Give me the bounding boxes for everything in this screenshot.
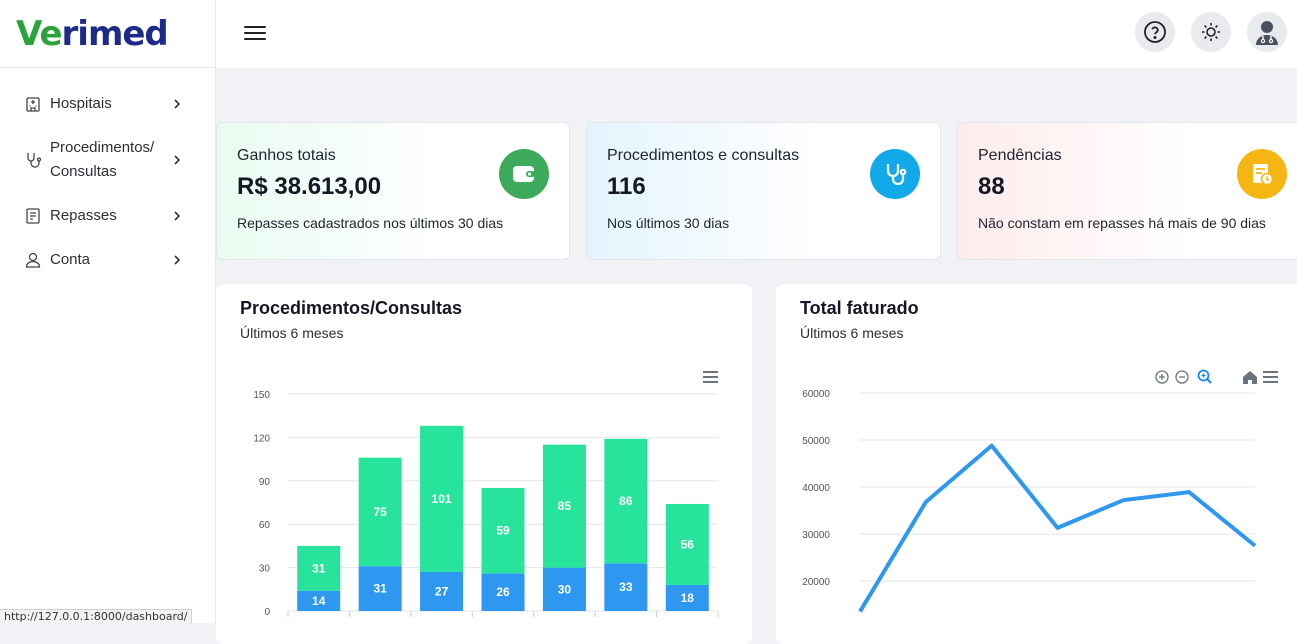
y-tick-label: 20000 (802, 577, 830, 588)
chevron-right-icon (171, 98, 183, 110)
brand-prefix: Ve (16, 14, 62, 54)
card-total-earnings: Ganhos totais R$ 38.613,00 Repasses cada… (216, 122, 570, 260)
panel-title: Procedimentos/Consultas (240, 298, 728, 319)
series-line (860, 446, 1255, 612)
y-tick-label: 60 (259, 520, 271, 531)
sidebar-item-repasses[interactable]: Repasses (0, 202, 215, 230)
bar-data-label: 31 (312, 561, 326, 575)
sidebar: Verimed Hospitais Procedimentos/ Consult… (0, 0, 216, 623)
bar-data-label: 27 (435, 584, 449, 598)
y-tick-label: 40000 (802, 483, 830, 494)
zoom-out-icon[interactable] (1176, 371, 1188, 383)
user-avatar-button[interactable] (1247, 12, 1287, 52)
receipt-icon (24, 207, 42, 225)
chevron-right-icon (171, 154, 183, 166)
chevron-right-icon (171, 254, 183, 266)
hamburger-menu-icon[interactable] (244, 22, 266, 42)
pending-receipt-icon (1237, 149, 1287, 199)
card-procedures: Procedimentos e consultas 116 Nos último… (586, 122, 941, 260)
wallet-icon (499, 149, 549, 199)
brand-logo[interactable]: Verimed (0, 0, 215, 68)
user-icon (24, 251, 42, 269)
y-tick-label: 60000 (802, 389, 830, 400)
theme-toggle-icon (1200, 21, 1222, 43)
sidebar-item-label: Conta (50, 248, 171, 272)
doctor-avatar-icon (1252, 17, 1282, 47)
y-tick-label: 30 (259, 564, 271, 575)
bar-data-label: 14 (312, 594, 326, 608)
revenue-line-chart: 20000 30000 40000 50000 60000 (776, 360, 1297, 623)
panel-title: Total faturado (800, 298, 1292, 319)
zoom-select-icon[interactable] (1199, 371, 1212, 384)
line-chart-menu-icon[interactable] (1263, 371, 1278, 383)
procedures-bar-chart: 0 30 60 90 120 150 14 31 31 75 27 101 26 59 30 85 33 86 18… (216, 360, 752, 623)
sidebar-item-procedimentos[interactable]: Procedimentos/ Consultas (0, 134, 215, 186)
hospital-icon (24, 95, 42, 113)
sidebar-item-label: Hospitais (50, 92, 171, 116)
card-description: Repasses cadastrados nos últimos 30 dias (237, 215, 549, 231)
stethoscope-icon (870, 149, 920, 199)
panel-subtitle: Últimos 6 meses (800, 325, 1292, 341)
zoom-in-icon[interactable] (1156, 371, 1168, 383)
help-icon (1143, 20, 1167, 44)
bar-data-label: 86 (619, 494, 633, 508)
stethoscope-icon (24, 151, 42, 169)
card-description: Não constam em repasses há mais de 90 di… (978, 215, 1297, 231)
status-bar-url: http://127.0.0.1:8000/dashboard/ (0, 609, 192, 623)
bar-data-label: 85 (558, 499, 572, 513)
card-description: Nos últimos 30 dias (607, 215, 920, 231)
topbar (216, 0, 1297, 68)
bar-data-label: 33 (619, 580, 633, 594)
bar-data-label: 30 (558, 582, 572, 596)
y-tick-label: 30000 (802, 530, 830, 541)
bar-data-label: 26 (496, 585, 510, 599)
y-tick-label: 150 (253, 390, 270, 401)
bar-data-label: 31 (373, 582, 387, 596)
bar-data-label: 56 (681, 537, 695, 551)
y-tick-label: 120 (253, 433, 270, 444)
bar-data-label: 75 (373, 505, 387, 519)
reset-zoom-home-icon[interactable] (1243, 371, 1257, 384)
sidebar-nav: Hospitais Procedimentos/ Consultas Repas… (0, 68, 215, 274)
bar-data-label: 101 (432, 492, 452, 506)
chevron-right-icon (171, 210, 183, 222)
panel-subtitle: Últimos 6 meses (240, 325, 728, 341)
sidebar-item-label: Repasses (50, 204, 171, 228)
bar-data-label: 18 (681, 591, 695, 605)
sidebar-item-label: Procedimentos/ Consultas (50, 136, 171, 184)
y-tick-label: 90 (259, 477, 271, 488)
y-tick-label: 0 (264, 607, 270, 618)
y-tick-label: 50000 (802, 436, 830, 447)
sidebar-item-conta[interactable]: Conta (0, 246, 215, 274)
theme-toggle-button[interactable] (1191, 12, 1231, 52)
bar-data-label: 59 (496, 524, 510, 538)
bar-chart-menu-icon[interactable] (703, 371, 718, 383)
brand-rest: rimed (62, 14, 168, 54)
sidebar-item-hospitais[interactable]: Hospitais (0, 90, 215, 118)
help-button[interactable] (1135, 12, 1175, 52)
card-pending: Pendências 88 Não constam em repasses há… (957, 122, 1297, 260)
